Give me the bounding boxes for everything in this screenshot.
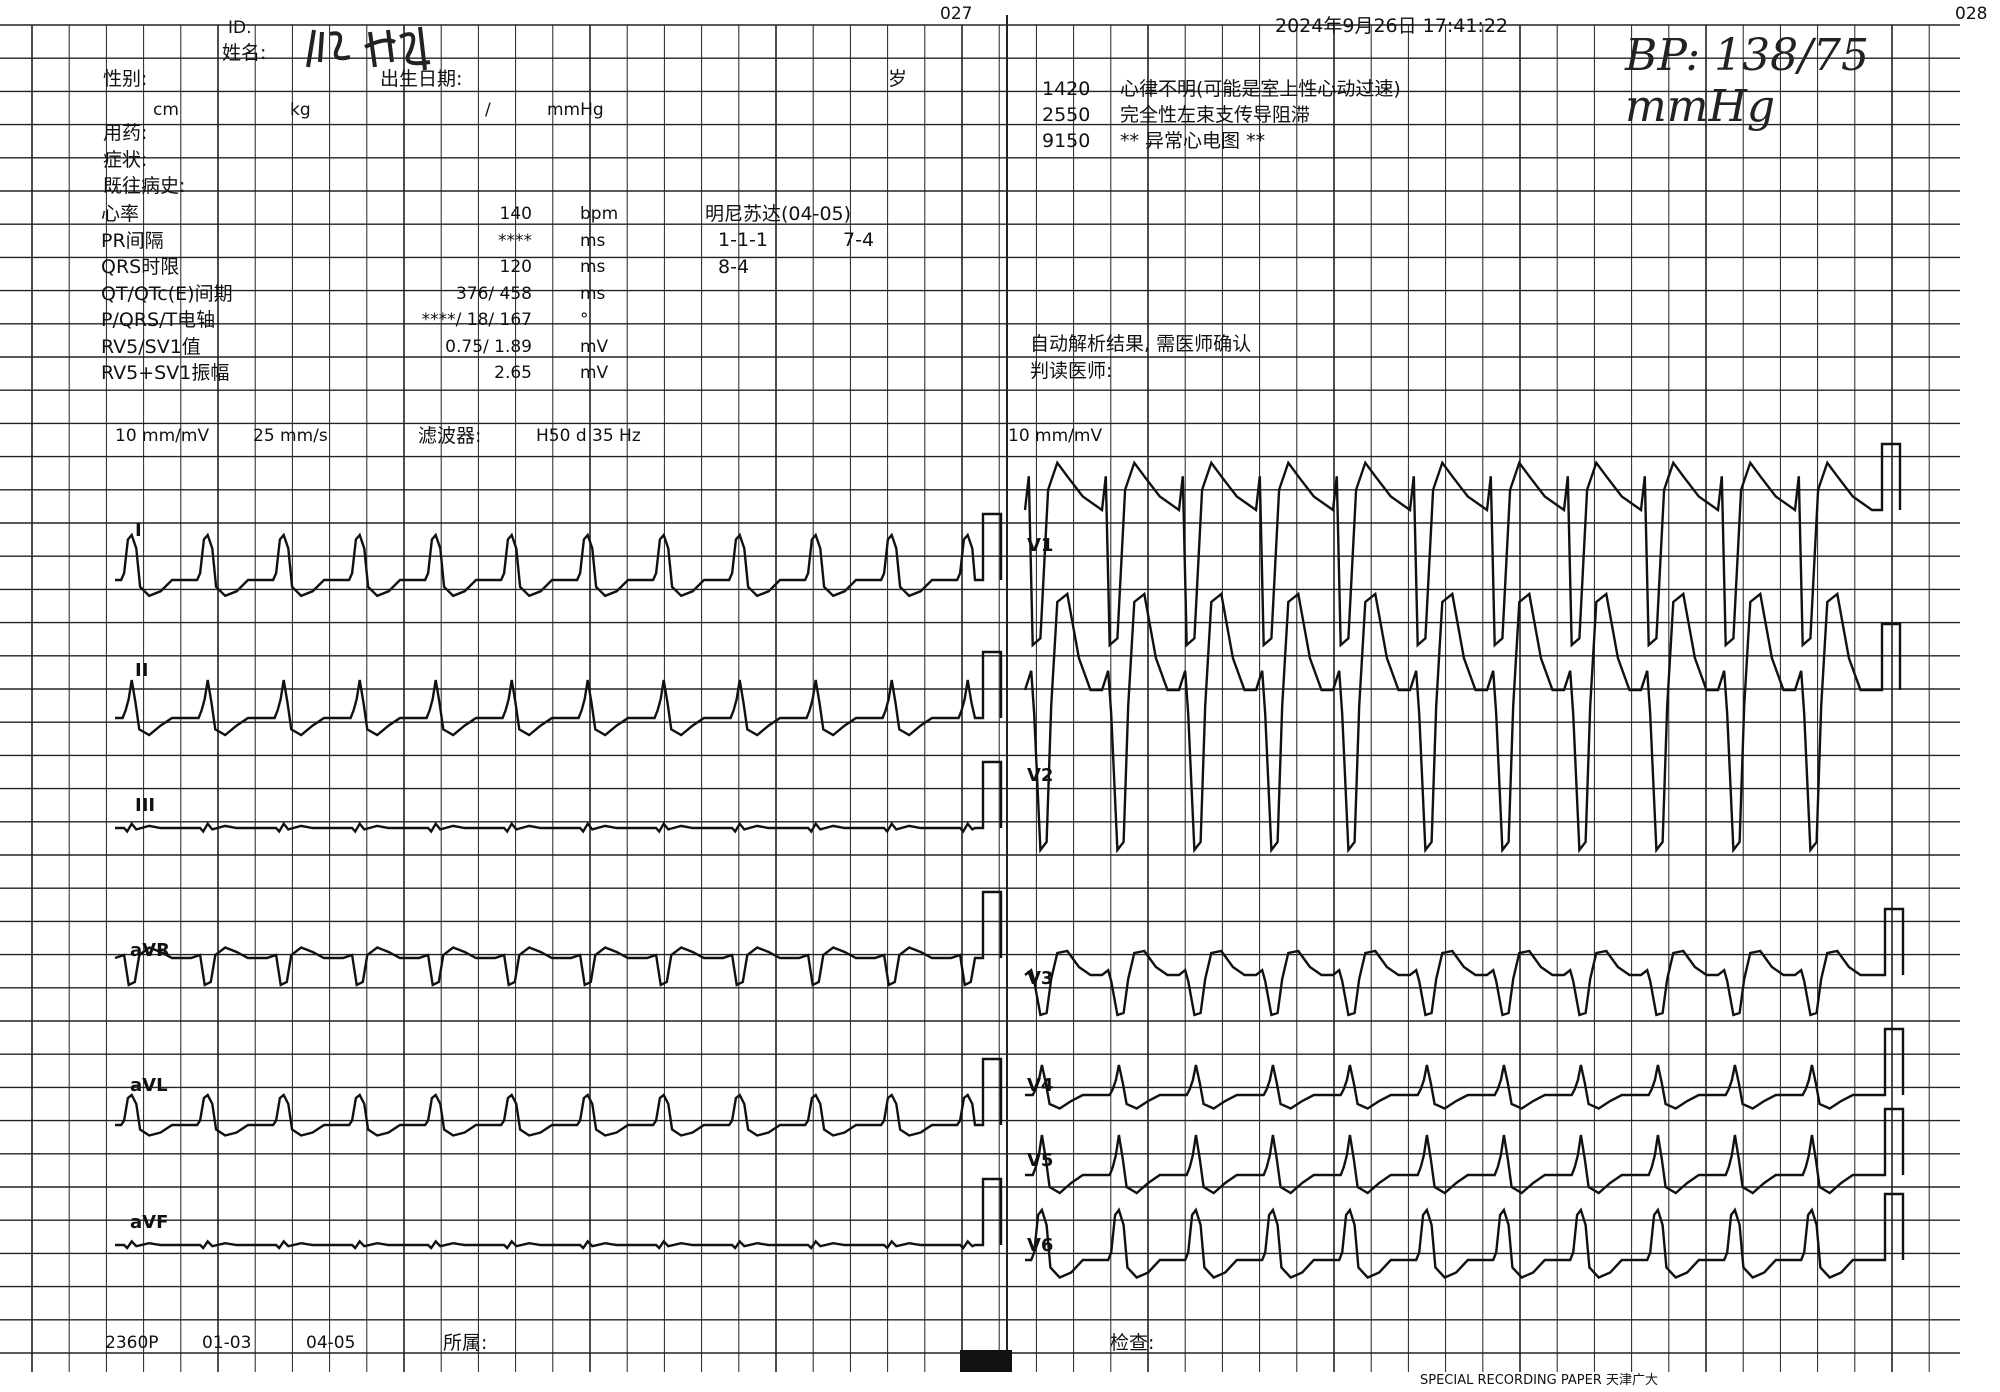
ecg-trace-lead	[1025, 1107, 1905, 1195]
measurement-value: 2.65	[494, 363, 532, 383]
ecg-trace-lead	[1024, 907, 1905, 1017]
measurement-label: QRS时限	[101, 256, 180, 278]
measurement-label: RV5+SV1振幅	[101, 362, 230, 384]
minnesota-code: 1-1-1	[718, 229, 768, 251]
lead-label: V6	[1027, 1235, 1054, 1256]
measurement-label: PR间隔	[101, 229, 164, 252]
lead-label: V2	[1027, 765, 1054, 786]
diagnosis-code: 9150	[1042, 130, 1091, 152]
id-label: ID.	[228, 18, 252, 38]
ecg-trace-lead	[1025, 1027, 1905, 1110]
ecg-trace-lead	[1023, 591, 1902, 854]
ecg-trace-lead	[115, 650, 1003, 737]
diagnosis-text: 完全性左束支传导阻滞	[1120, 104, 1311, 126]
lead-label: aVR	[130, 940, 170, 961]
diagnosis-code: 2550	[1042, 104, 1091, 126]
measurement-value: 376/ 458	[455, 283, 532, 304]
minnesota-code: 7-4	[843, 229, 875, 251]
ecg-trace-lead	[115, 760, 1003, 834]
page-number-right: 028	[1955, 4, 1988, 24]
measurement-unit: mV	[580, 363, 609, 383]
page-number-left: 027	[940, 4, 973, 24]
measurement-value: ****/ 18/ 167	[421, 310, 532, 330]
diagnosis-text: ** 异常心电图 **	[1120, 130, 1266, 152]
minnesota-code: 8-4	[718, 256, 750, 278]
gain-setting-right: 10 mm/mV	[1008, 426, 1103, 446]
measurement-value: ****	[498, 230, 532, 251]
ecg-trace-lead	[114, 890, 1003, 987]
black-marker	[960, 1350, 1012, 1372]
bp-unit: mmHg	[547, 100, 604, 120]
lead-label: aVL	[130, 1075, 168, 1096]
measurement-unit: bpm	[580, 204, 619, 224]
measurement-unit: °	[580, 310, 589, 330]
measurement-label: 心率	[101, 203, 140, 225]
ecg-trace-lead	[115, 1057, 1003, 1137]
footer-code: 2360P	[105, 1333, 159, 1353]
height-unit: cm	[153, 100, 179, 120]
lead-label: V1	[1027, 535, 1054, 556]
name-label: 姓名:	[222, 42, 267, 64]
diagnosis-text: 心律不明(可能是室上性心动过速)	[1120, 78, 1401, 100]
measurement-unit: ms	[580, 283, 606, 304]
gain-setting: 10 mm/mV	[115, 426, 210, 446]
lead-label: V3	[1027, 968, 1054, 989]
measurement-value: 0.75/ 1.89	[445, 336, 532, 357]
exam-label: 检查:	[1110, 1332, 1155, 1354]
department-label: 所属:	[443, 1332, 488, 1354]
ecg-trace-lead	[115, 1177, 1003, 1250]
auto-analysis-notice: 自动解析结果, 需医师确认	[1030, 333, 1252, 355]
measurement-unit: ms	[580, 257, 606, 277]
record-datetime: 2024年9月26日 17:41:22	[1275, 15, 1508, 37]
lead-label: V5	[1027, 1150, 1054, 1171]
handwritten-bp-note: BP: 138/75 mmHg	[1625, 30, 1869, 132]
handwritten-name	[306, 26, 431, 71]
medication-label: 用药:	[103, 122, 148, 144]
footer-range-2: 04-05	[306, 1333, 356, 1353]
bp-separator: /	[485, 100, 491, 120]
reader-label: 判读医师:	[1030, 360, 1113, 382]
birthdate-label: 出生日期:	[380, 68, 463, 90]
lead-label: III	[135, 795, 156, 816]
diagnosis-code: 1420	[1042, 78, 1091, 100]
ecg-trace-lead	[1023, 442, 1902, 648]
measurement-unit: ms	[580, 230, 606, 251]
measurement-label: P/QRS/T电轴	[101, 309, 216, 331]
measurement-unit: mV	[580, 336, 609, 357]
minnesota-title: 明尼苏达(04-05)	[705, 203, 852, 225]
ecg-trace-lead	[115, 512, 1003, 598]
measurement-label: QT/QTc(E)间期	[101, 282, 233, 305]
footer-range-1: 01-03	[202, 1333, 252, 1353]
sex-label: 性别:	[103, 68, 148, 90]
history-label: 既往病史:	[103, 175, 186, 197]
speed-setting: 25 mm/s	[253, 426, 328, 446]
ecg-trace-lead	[1025, 1192, 1905, 1279]
measurement-value: 140	[499, 204, 532, 224]
age-unit: 岁	[888, 68, 908, 90]
lead-label: V4	[1027, 1075, 1054, 1096]
lead-label: I	[135, 520, 142, 541]
weight-unit: kg	[290, 100, 311, 120]
paper-text: SPECIAL RECORDING PAPER 天津广大	[1420, 1373, 1658, 1388]
lead-label: II	[135, 660, 149, 681]
symptom-label: 症状:	[103, 149, 148, 171]
filter-value: H50 d 35 Hz	[536, 426, 641, 446]
measurement-label: RV5/SV1值	[101, 335, 201, 358]
measurement-value: 120	[499, 257, 532, 277]
lead-label: aVF	[130, 1212, 169, 1233]
filter-label: 滤波器:	[418, 425, 482, 447]
